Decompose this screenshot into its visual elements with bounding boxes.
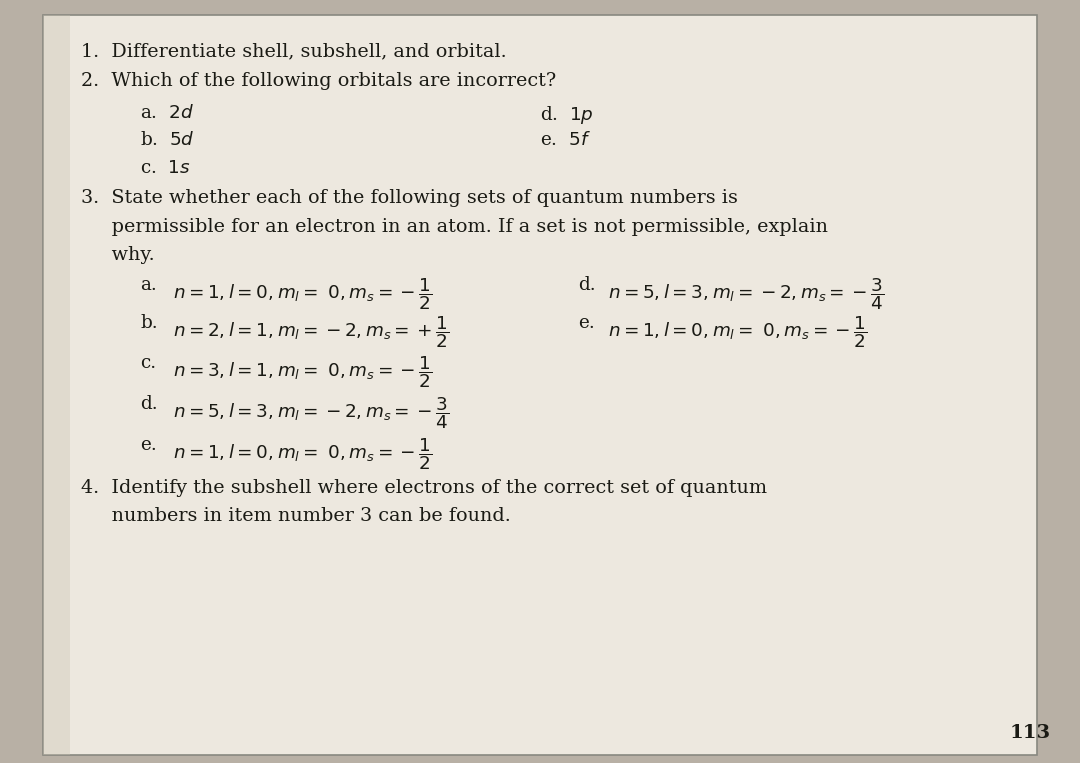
Text: e.  $5f$: e. $5f$ [540,131,591,150]
Text: e.: e. [140,436,158,455]
Text: d.: d. [578,276,595,295]
Text: $n = 5, l = 3, m_l = -2, m_s = -\dfrac{3}{4}$: $n = 5, l = 3, m_l = -2, m_s = -\dfrac{3… [608,276,885,312]
Text: $n = 3, l = 1, m_l = \ 0, m_s = -\dfrac{1}{2}$: $n = 3, l = 1, m_l = \ 0, m_s = -\dfrac{… [173,354,432,390]
Text: d.  $1p$: d. $1p$ [540,104,594,126]
Text: 4.  Identify the subshell where electrons of the correct set of quantum: 4. Identify the subshell where electrons… [81,479,767,497]
FancyBboxPatch shape [43,15,1037,755]
Text: $n = 1, l = 0, m_l = \ 0, m_s = -\dfrac{1}{2}$: $n = 1, l = 0, m_l = \ 0, m_s = -\dfrac{… [173,436,432,472]
Text: a.: a. [140,276,158,295]
Text: numbers in item number 3 can be found.: numbers in item number 3 can be found. [81,507,511,526]
Text: permissible for an electron in an atom. If a set is not permissible, explain: permissible for an electron in an atom. … [81,218,828,237]
Text: why.: why. [81,246,154,265]
Text: c.  $1s$: c. $1s$ [140,159,191,177]
Text: $n = 2, l = 1, m_l = -2, m_s = +\dfrac{1}{2}$: $n = 2, l = 1, m_l = -2, m_s = +\dfrac{1… [173,314,449,350]
FancyBboxPatch shape [43,15,70,755]
Text: $n = 5, l = 3, m_l = -2, m_s = -\dfrac{3}{4}$: $n = 5, l = 3, m_l = -2, m_s = -\dfrac{3… [173,395,449,431]
Text: 2.  Which of the following orbitals are incorrect?: 2. Which of the following orbitals are i… [81,72,556,91]
Text: $n = 1, l = 0, m_l = \ 0, m_s = -\dfrac{1}{2}$: $n = 1, l = 0, m_l = \ 0, m_s = -\dfrac{… [173,276,432,312]
Text: a.  $2d$: a. $2d$ [140,104,194,122]
Text: c.: c. [140,354,157,372]
Text: b.: b. [140,314,158,333]
Text: 3.  State whether each of the following sets of quantum numbers is: 3. State whether each of the following s… [81,189,738,208]
Text: b.  $5d$: b. $5d$ [140,131,195,150]
Text: 1.  Differentiate shell, subshell, and orbital.: 1. Differentiate shell, subshell, and or… [81,42,507,60]
Text: e.: e. [578,314,595,333]
Text: 113: 113 [1010,723,1051,742]
Text: d.: d. [140,395,158,414]
Text: $n = 1, l = 0, m_l = \ 0, m_s = -\dfrac{1}{2}$: $n = 1, l = 0, m_l = \ 0, m_s = -\dfrac{… [608,314,867,350]
